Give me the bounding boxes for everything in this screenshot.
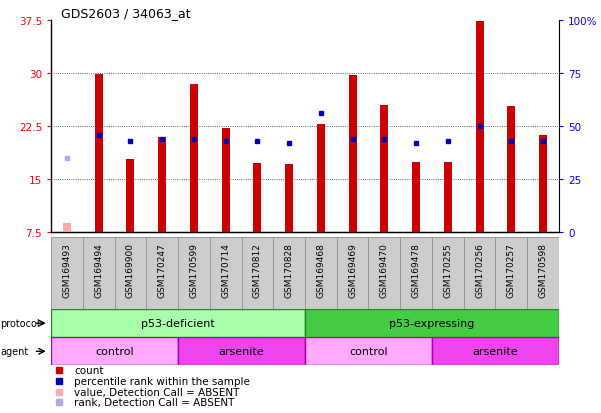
Bar — [51, 337, 178, 366]
Bar — [380, 106, 388, 233]
Text: GSM169900: GSM169900 — [126, 243, 135, 298]
Bar — [305, 237, 337, 309]
Bar — [158, 138, 166, 233]
Text: count: count — [74, 365, 103, 375]
Bar — [432, 337, 559, 366]
Text: agent: agent — [1, 347, 29, 356]
Text: GSM170247: GSM170247 — [157, 243, 166, 297]
Bar — [51, 309, 305, 337]
Bar — [412, 162, 420, 233]
Bar — [305, 337, 432, 366]
Bar — [178, 237, 210, 309]
Text: GSM170257: GSM170257 — [507, 243, 516, 298]
Text: GSM170828: GSM170828 — [285, 243, 294, 298]
Bar — [146, 237, 178, 309]
Text: GSM169470: GSM169470 — [380, 243, 389, 298]
Bar — [539, 135, 547, 233]
Text: GSM170714: GSM170714 — [221, 243, 230, 298]
Text: GSM169493: GSM169493 — [63, 243, 72, 298]
Bar — [51, 237, 83, 309]
Text: GSM170812: GSM170812 — [253, 243, 262, 298]
Bar — [337, 237, 368, 309]
Bar — [527, 237, 559, 309]
Text: control: control — [95, 347, 134, 356]
Bar — [126, 160, 135, 233]
Text: p53-deficient: p53-deficient — [141, 318, 215, 328]
Text: GSM169494: GSM169494 — [94, 243, 103, 297]
Bar — [222, 128, 230, 233]
Text: GSM170598: GSM170598 — [538, 243, 548, 298]
Bar — [475, 22, 484, 233]
Text: GDS2603 / 34063_at: GDS2603 / 34063_at — [61, 7, 191, 19]
Text: control: control — [349, 347, 388, 356]
Bar — [400, 237, 432, 309]
Bar — [210, 237, 242, 309]
Bar — [95, 75, 103, 233]
Bar — [242, 237, 273, 309]
Text: GSM170256: GSM170256 — [475, 243, 484, 298]
Bar — [190, 84, 198, 233]
Text: arsenite: arsenite — [219, 347, 264, 356]
Text: arsenite: arsenite — [472, 347, 518, 356]
Bar — [432, 237, 464, 309]
Bar — [83, 237, 115, 309]
Bar — [495, 237, 527, 309]
Bar — [349, 76, 356, 233]
Text: rank, Detection Call = ABSENT: rank, Detection Call = ABSENT — [74, 397, 234, 407]
Text: GSM169469: GSM169469 — [348, 243, 357, 298]
Bar — [305, 309, 559, 337]
Bar — [317, 125, 325, 233]
Text: protocol: protocol — [1, 318, 40, 328]
Bar — [273, 237, 305, 309]
Bar — [444, 162, 452, 233]
Text: GSM170255: GSM170255 — [444, 243, 453, 298]
Text: GSM169478: GSM169478 — [412, 243, 421, 298]
Bar — [178, 337, 305, 366]
Bar — [63, 224, 71, 233]
Bar — [507, 107, 515, 233]
Bar — [464, 237, 495, 309]
Text: GSM170599: GSM170599 — [189, 243, 198, 298]
Text: GSM169468: GSM169468 — [316, 243, 325, 298]
Text: value, Detection Call = ABSENT: value, Detection Call = ABSENT — [74, 387, 239, 396]
Text: percentile rank within the sample: percentile rank within the sample — [74, 376, 250, 386]
Bar — [285, 164, 293, 233]
Bar — [254, 164, 261, 233]
Bar — [115, 237, 146, 309]
Text: p53-expressing: p53-expressing — [389, 318, 475, 328]
Bar — [368, 237, 400, 309]
